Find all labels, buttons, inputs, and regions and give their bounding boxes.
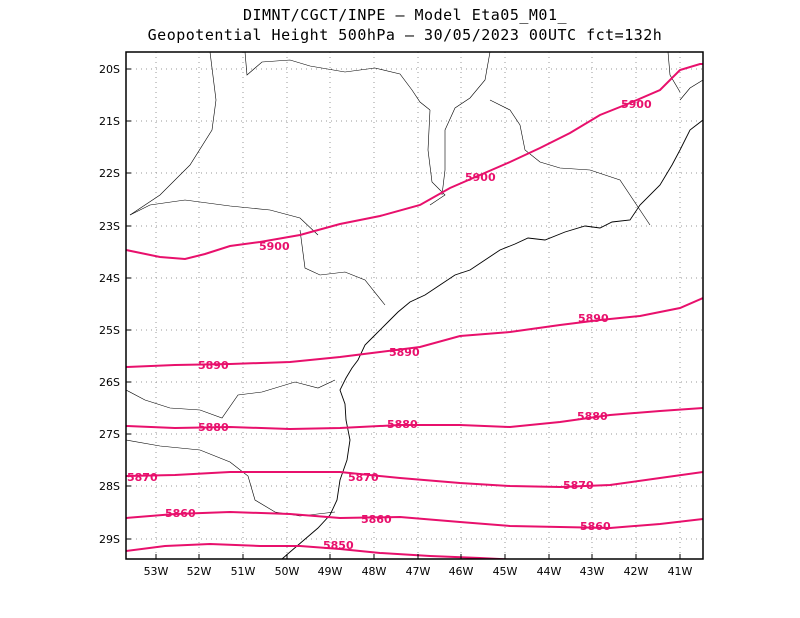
contour-label: 5890 bbox=[198, 359, 229, 372]
lat-label: 22S bbox=[99, 167, 120, 180]
lat-label: 21S bbox=[99, 115, 120, 128]
lon-label: 50W bbox=[275, 565, 300, 578]
lon-label: 48W bbox=[362, 565, 387, 578]
lon-label: 41W bbox=[668, 565, 693, 578]
contour-label: 5900 bbox=[465, 171, 496, 184]
contour-label: 5850 bbox=[323, 539, 354, 552]
state-borders bbox=[126, 52, 703, 517]
lat-label: 26S bbox=[99, 376, 120, 389]
contour-lines bbox=[126, 63, 703, 559]
tick-marks bbox=[126, 68, 681, 559]
contour-label: 5880 bbox=[198, 421, 229, 434]
map-subtitle: Geopotential Height 500hPa – 30/05/2023 … bbox=[147, 26, 663, 44]
contour-line-5900 bbox=[126, 63, 703, 261]
map-frame bbox=[125, 51, 704, 560]
lat-label: 27S bbox=[99, 428, 120, 441]
lon-label: 43W bbox=[580, 565, 605, 578]
lon-label: 47W bbox=[406, 565, 431, 578]
contour-label: 5900 bbox=[259, 240, 290, 253]
longitude-labels: 53W 52W 51W 50W 49W 48W 47W 46W 45W 44W … bbox=[144, 565, 693, 578]
contour-line-5870 bbox=[126, 471, 703, 489]
contour-label: 5870 bbox=[127, 471, 158, 484]
contour-label: 5900 bbox=[621, 98, 652, 111]
lon-label: 46W bbox=[449, 565, 474, 578]
lon-label: 52W bbox=[187, 565, 212, 578]
lat-label: 23S bbox=[99, 220, 120, 233]
lon-label: 45W bbox=[493, 565, 518, 578]
contour-label: 5860 bbox=[361, 513, 392, 526]
contour-label: 5870 bbox=[348, 471, 379, 484]
lat-label: 29S bbox=[99, 533, 120, 546]
lat-label: 20S bbox=[99, 63, 120, 76]
contour-label: 5880 bbox=[577, 410, 608, 423]
contour-label: 5860 bbox=[580, 520, 611, 533]
lon-label: 49W bbox=[318, 565, 343, 578]
lon-label: 51W bbox=[231, 565, 256, 578]
contour-line-5890 bbox=[126, 297, 703, 368]
contour-label: 5890 bbox=[389, 346, 420, 359]
contour-labels: 5900 5900 5900 5890 5890 5890 5880 5880 … bbox=[127, 98, 652, 552]
contour-label: 5860 bbox=[165, 507, 196, 520]
lat-label: 25S bbox=[99, 324, 120, 337]
map-title: DIMNT/CGCT/INPE – Model Eta05_M01_ bbox=[242, 6, 568, 24]
coastline bbox=[281, 119, 703, 559]
lon-label: 53W bbox=[144, 565, 169, 578]
contour-label: 5870 bbox=[563, 479, 594, 492]
contour-line-5860 bbox=[126, 510, 703, 530]
contour-label: 5880 bbox=[387, 418, 418, 431]
contour-line-5880 bbox=[126, 407, 703, 431]
lat-label: 28S bbox=[99, 480, 120, 493]
latitude-labels: 20S 21S 22S 23S 24S 25S 26S 27S 28S 29S bbox=[99, 63, 120, 546]
contour-line-5850 bbox=[126, 542, 521, 559]
lat-label: 24S bbox=[99, 272, 120, 285]
lon-label: 44W bbox=[537, 565, 562, 578]
lon-label: 42W bbox=[624, 565, 649, 578]
contour-label: 5890 bbox=[578, 312, 609, 325]
